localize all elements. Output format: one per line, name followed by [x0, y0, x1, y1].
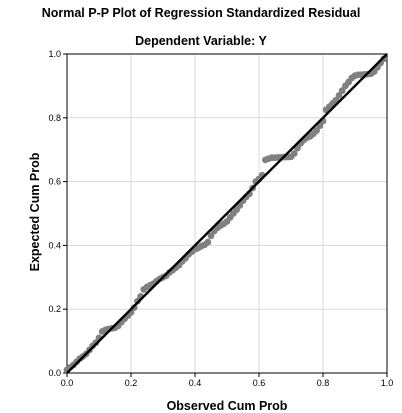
data-point [335, 92, 343, 99]
x-tick-label: 1.0 [381, 378, 394, 388]
y-tick-label: 1.0 [48, 49, 61, 59]
reference-line [66, 53, 388, 374]
data-point [313, 127, 320, 134]
data-point [204, 238, 212, 246]
x-tick-label: 0.6 [253, 378, 266, 388]
y-tick-label: 0.6 [48, 177, 61, 187]
x-tick-label: 0.4 [189, 378, 202, 388]
x-tick-label: 0.8 [317, 378, 330, 388]
data-point [207, 232, 215, 240]
chart-subtitle: Dependent Variable: Y [135, 34, 267, 48]
chart-title: Normal P-P Plot of Regression Standardiz… [41, 6, 361, 20]
data-point [290, 150, 298, 157]
x-axis-label: Observed Cum Prob [166, 399, 288, 413]
data-point [338, 87, 346, 95]
x-tick-label: 0.0 [61, 378, 74, 388]
y-tick-label: 0.0 [48, 368, 61, 378]
plot-frame [66, 53, 388, 374]
y-tick-label: 0.2 [48, 304, 61, 314]
y-tick-label: 0.8 [48, 113, 61, 123]
x-tick-label: 0.2 [125, 378, 138, 388]
y-tick-label: 0.4 [48, 240, 61, 250]
